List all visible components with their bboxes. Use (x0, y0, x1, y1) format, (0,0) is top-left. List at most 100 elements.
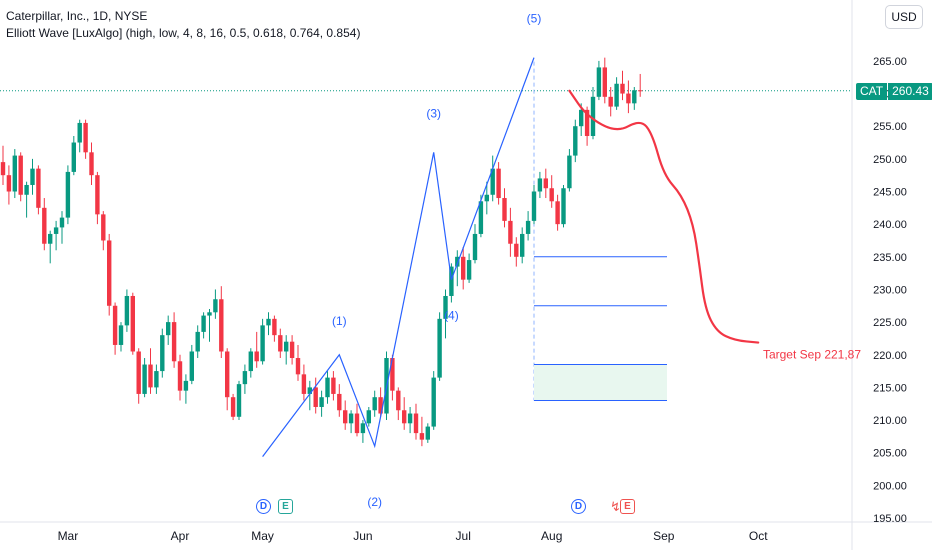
candle-body (626, 93, 631, 104)
candle-body (567, 155, 572, 189)
candle (278, 328, 283, 359)
candle-body (101, 214, 106, 241)
candle (620, 70, 625, 101)
target-label: Target Sep 221,87 (763, 348, 861, 362)
dividend-icon[interactable]: D (571, 499, 586, 514)
x-tick-label: Jul (456, 529, 471, 543)
candle (573, 119, 578, 163)
candle-body (455, 256, 460, 267)
candle (413, 403, 419, 440)
candle (484, 181, 489, 215)
candle-body (195, 331, 200, 352)
candle (602, 57, 607, 104)
candle-body (42, 207, 47, 244)
candle-body (12, 155, 17, 192)
candle (242, 364, 248, 394)
earnings-icon[interactable]: E (620, 499, 635, 514)
candle (154, 364, 159, 394)
candle-body (337, 393, 342, 411)
candle-body (236, 384, 242, 417)
wave-label: (3) (426, 106, 441, 120)
candle (449, 263, 454, 303)
candle (508, 207, 513, 257)
candle (555, 194, 560, 231)
candle-body (59, 217, 65, 228)
candle (189, 344, 194, 385)
candle (549, 175, 554, 208)
wave-label: (2) (367, 495, 382, 509)
candle (419, 416, 425, 447)
candle-body (431, 377, 436, 427)
candle-body (301, 374, 307, 394)
candle-body (508, 220, 513, 244)
x-tick-label: Aug (541, 529, 562, 543)
y-tick-label: 250.00 (873, 154, 907, 166)
dividend-icon[interactable]: D (256, 499, 271, 514)
candle-body (466, 260, 472, 280)
candle-body (437, 318, 442, 378)
candle (543, 168, 548, 199)
candle (118, 322, 124, 352)
candle-body (112, 305, 118, 345)
candle-body (36, 168, 41, 208)
candle-body (531, 191, 537, 221)
y-tick-label: 235.00 (873, 252, 907, 264)
candle (608, 87, 613, 117)
current-price-tag: CAT 260.43 (856, 83, 932, 100)
candle-body (543, 178, 548, 189)
candle-body (225, 351, 230, 398)
candle-body (360, 423, 366, 434)
candle (632, 87, 637, 110)
candle (626, 80, 631, 114)
candle (42, 198, 47, 251)
candle-body (207, 312, 212, 316)
candle (130, 292, 135, 355)
candle (136, 348, 141, 404)
candle (89, 142, 94, 185)
candle (124, 289, 130, 332)
candle-body (201, 315, 206, 332)
candle (431, 371, 436, 430)
candle (248, 348, 253, 378)
candle (366, 406, 371, 427)
candle-body (449, 266, 454, 296)
candle (502, 188, 507, 228)
candle (195, 325, 200, 359)
candle-body (419, 433, 425, 440)
candle-body (514, 243, 519, 257)
forecast-line (568, 89, 760, 344)
candle-body (390, 358, 395, 391)
candle (590, 87, 596, 140)
time-axis: Mar Apr May Jun Jul Aug Sep Oct (58, 529, 769, 543)
candle-body (166, 322, 171, 336)
candle (319, 390, 324, 417)
candle (567, 149, 572, 192)
candle-body (65, 171, 71, 218)
candle (638, 73, 643, 97)
candle-body (242, 371, 248, 385)
candle (160, 328, 165, 378)
candle-body (490, 168, 495, 195)
candle-body (213, 299, 218, 313)
y-tick-label: 195.00 (873, 513, 907, 525)
earnings-icon[interactable]: E (278, 499, 293, 514)
candle (461, 247, 466, 290)
currency-button[interactable]: USD (885, 5, 923, 29)
candle (614, 77, 619, 110)
candle (201, 312, 206, 339)
candle-body (219, 299, 224, 352)
y-tick-label: 205.00 (873, 448, 907, 460)
candle-body (525, 220, 531, 234)
candle (177, 354, 183, 401)
candle (372, 390, 377, 417)
candle (236, 380, 242, 421)
candle-body (331, 377, 336, 394)
candle-body (461, 256, 466, 280)
candle-body (573, 126, 578, 156)
candle (53, 220, 59, 251)
candle-body (555, 201, 560, 225)
candle-body (77, 122, 82, 143)
candle-body (537, 178, 543, 192)
candle (289, 335, 295, 365)
